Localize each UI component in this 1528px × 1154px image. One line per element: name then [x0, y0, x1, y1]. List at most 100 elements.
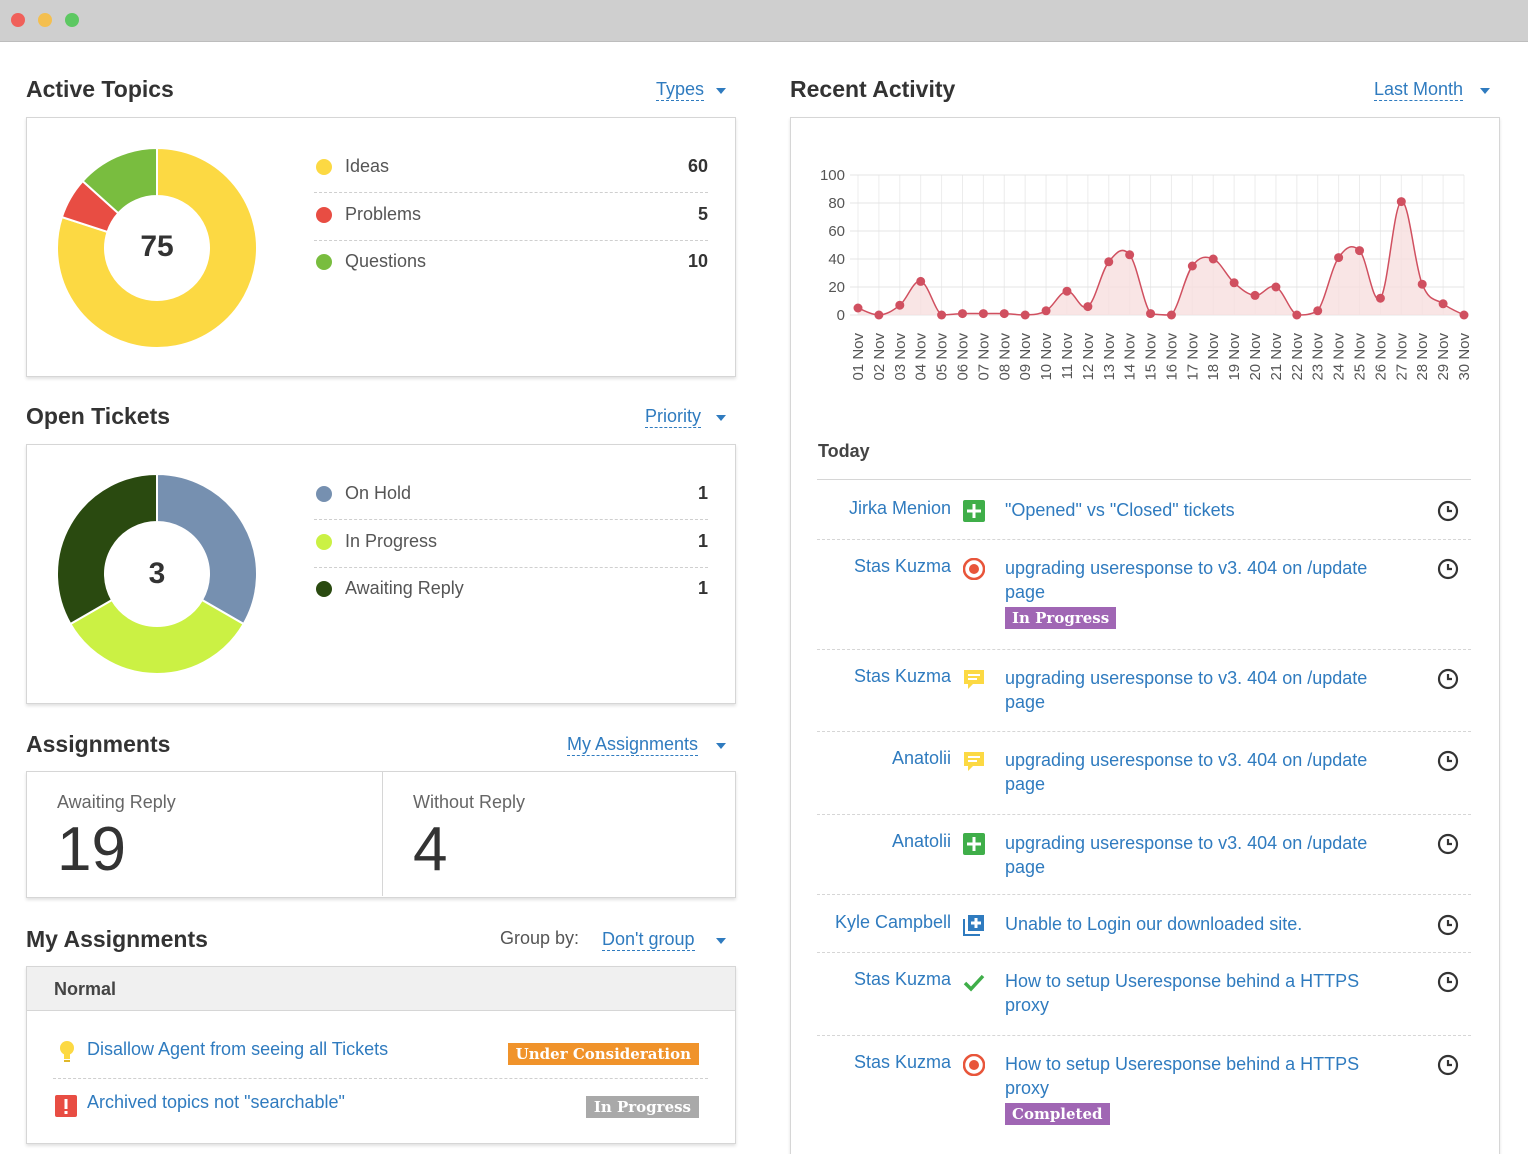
activity-row[interactable]: Stas Kuzma upgrading useresponse to v3. 4… [817, 650, 1471, 732]
awaiting-reply-count: 19 [57, 815, 126, 884]
data-point[interactable] [1438, 299, 1448, 309]
chevron-down-icon[interactable] [716, 743, 726, 749]
donut-slice-on-hold[interactable] [156, 472, 258, 626]
assignment-title-link[interactable]: Disallow Agent from seeing all Tickets [87, 1039, 389, 1059]
donut-slice-awaiting-reply[interactable] [56, 472, 158, 626]
clock-icon[interactable] [1437, 750, 1459, 772]
data-point[interactable] [1229, 278, 1239, 288]
clock-icon[interactable] [1437, 833, 1459, 855]
data-point[interactable] [916, 276, 926, 286]
activity-user-link[interactable]: Jirka Menion [848, 498, 951, 518]
activity-topic-link[interactable]: upgrading useresponse to v3. 404 on /upd… [1005, 668, 1368, 712]
maximize-window-button[interactable] [65, 13, 79, 27]
types-dropdown[interactable]: Types [656, 79, 705, 101]
activity-topic-link[interactable]: upgrading useresponse to v3. 404 on /upd… [1005, 558, 1368, 602]
y-tick-label: 100 [820, 167, 845, 184]
activity-user-link[interactable]: Stas Kuzma [853, 556, 951, 576]
data-point[interactable] [1146, 309, 1156, 319]
data-point[interactable] [1355, 246, 1365, 256]
donut-slice-ideas[interactable] [56, 146, 258, 349]
list-item[interactable]: Disallow Agent from seeing all Tickets U… [53, 1027, 708, 1079]
problems-dot-icon [316, 207, 332, 223]
activity-topic-link[interactable]: "Opened" vs "Closed" tickets [1005, 500, 1235, 520]
clock-icon[interactable] [1437, 668, 1459, 690]
activity-topic-link[interactable]: Unable to Login our downloaded site. [1005, 914, 1303, 934]
activity-row[interactable]: Kyle Campbell Unable to Login our downloa… [817, 895, 1471, 953]
x-tick-label: 08 Nov [996, 333, 1013, 381]
data-point[interactable] [1313, 306, 1323, 316]
data-point[interactable] [1375, 293, 1385, 303]
activity-row[interactable]: Stas Kuzma How to setup Useresponse behin… [817, 1036, 1471, 1146]
data-point[interactable] [1166, 310, 1176, 320]
without-reply-cell[interactable]: Without Reply 4 [383, 772, 735, 896]
legend-item-ideas[interactable]: Ideas 60 [314, 145, 708, 193]
chevron-down-icon[interactable] [716, 88, 726, 94]
data-point[interactable] [937, 310, 947, 320]
minimize-window-button[interactable] [38, 13, 52, 27]
activity-row[interactable]: Jirka Menion "Opened" vs "Closed" tickets [817, 480, 1471, 540]
data-point[interactable] [978, 309, 988, 319]
questions-dot-icon [316, 254, 332, 270]
clock-icon[interactable] [1437, 558, 1459, 580]
data-point[interactable] [1041, 306, 1051, 316]
activity-topic-link[interactable]: upgrading useresponse to v3. 404 on /upd… [1005, 750, 1368, 794]
data-point[interactable] [1396, 197, 1406, 207]
data-point[interactable] [1083, 302, 1093, 312]
clock-icon[interactable] [1437, 500, 1459, 522]
activity-row[interactable]: Anatolii upgrading useresponse to v3. 404… [817, 732, 1471, 815]
activity-user-link[interactable]: Kyle Campbell [834, 912, 951, 932]
data-point[interactable] [1417, 279, 1427, 289]
activity-user-link[interactable]: Anatolii [891, 748, 951, 768]
data-point[interactable] [1020, 310, 1030, 320]
data-point[interactable] [1250, 290, 1260, 300]
assignment-title-link[interactable]: Archived topics not "searchable" [87, 1092, 345, 1112]
group-by-dropdown[interactable]: Don't group [602, 929, 695, 951]
data-point[interactable] [895, 300, 905, 310]
activity-topic-link[interactable]: upgrading useresponse to v3. 404 on /upd… [1005, 833, 1368, 877]
close-window-button[interactable] [11, 13, 25, 27]
legend-item-problems[interactable]: Problems 5 [314, 193, 708, 241]
activity-user-link[interactable]: Stas Kuzma [853, 969, 951, 989]
priority-dropdown[interactable]: Priority [645, 406, 702, 428]
recent-activity-panel: 0 20 40 60 80 100 01 Nov 02 Nov 03 Nov 04 Nov 05 N… [790, 117, 1500, 1154]
data-point[interactable] [1125, 250, 1135, 260]
legend-item-in-progress[interactable]: In Progress 1 [314, 520, 708, 568]
activity-row[interactable]: Stas Kuzma upgrading useresponse to v3. 4… [817, 540, 1471, 650]
data-point[interactable] [874, 310, 884, 320]
last-month-dropdown[interactable]: Last Month [1374, 79, 1464, 101]
data-point[interactable] [1208, 254, 1218, 264]
data-point[interactable] [853, 303, 863, 313]
activity-topic-link[interactable]: How to setup Useresponse behind a HTTPS … [1005, 971, 1360, 1015]
activity-row[interactable]: Stas Kuzma How to setup Useresponse behin… [817, 953, 1471, 1036]
data-point[interactable] [1459, 310, 1469, 320]
data-point[interactable] [1334, 253, 1344, 263]
data-point[interactable] [1062, 286, 1072, 296]
activity-user-link[interactable]: Anatolii [891, 831, 951, 851]
data-point[interactable] [999, 309, 1009, 319]
donut-slice-questions[interactable] [81, 146, 158, 215]
chevron-down-icon[interactable] [716, 415, 726, 421]
data-point[interactable] [957, 309, 967, 319]
awaiting-reply-cell[interactable]: Awaiting Reply 19 [27, 772, 383, 896]
data-point[interactable] [1271, 282, 1281, 292]
clock-icon[interactable] [1437, 1054, 1459, 1076]
legend-item-on-hold[interactable]: On Hold 1 [314, 472, 708, 520]
clock-icon[interactable] [1437, 914, 1459, 936]
open-tickets-donut-chart [56, 472, 258, 675]
activity-row[interactable]: Anatolii upgrading useresponse to v3. 404… [817, 815, 1471, 895]
donut-slice-in-progress[interactable] [69, 598, 245, 675]
activity-topic-link[interactable]: How to setup Useresponse behind a HTTPS … [1005, 1054, 1360, 1098]
activity-user-link[interactable]: Stas Kuzma [853, 1052, 951, 1072]
target-icon [962, 1053, 986, 1077]
chevron-down-icon[interactable] [1480, 88, 1490, 94]
activity-user-link[interactable]: Stas Kuzma [853, 666, 951, 686]
list-item[interactable]: Archived topics not "searchable" In Prog… [53, 1080, 708, 1132]
legend-item-awaiting-reply[interactable]: Awaiting Reply 1 [314, 567, 708, 615]
data-point[interactable] [1187, 261, 1197, 271]
my-assignments-dropdown[interactable]: My Assignments [567, 734, 699, 756]
legend-item-questions[interactable]: Questions 10 [314, 240, 708, 288]
clock-icon[interactable] [1437, 971, 1459, 993]
data-point[interactable] [1292, 310, 1302, 320]
chevron-down-icon[interactable] [716, 938, 726, 944]
data-point[interactable] [1104, 257, 1114, 267]
